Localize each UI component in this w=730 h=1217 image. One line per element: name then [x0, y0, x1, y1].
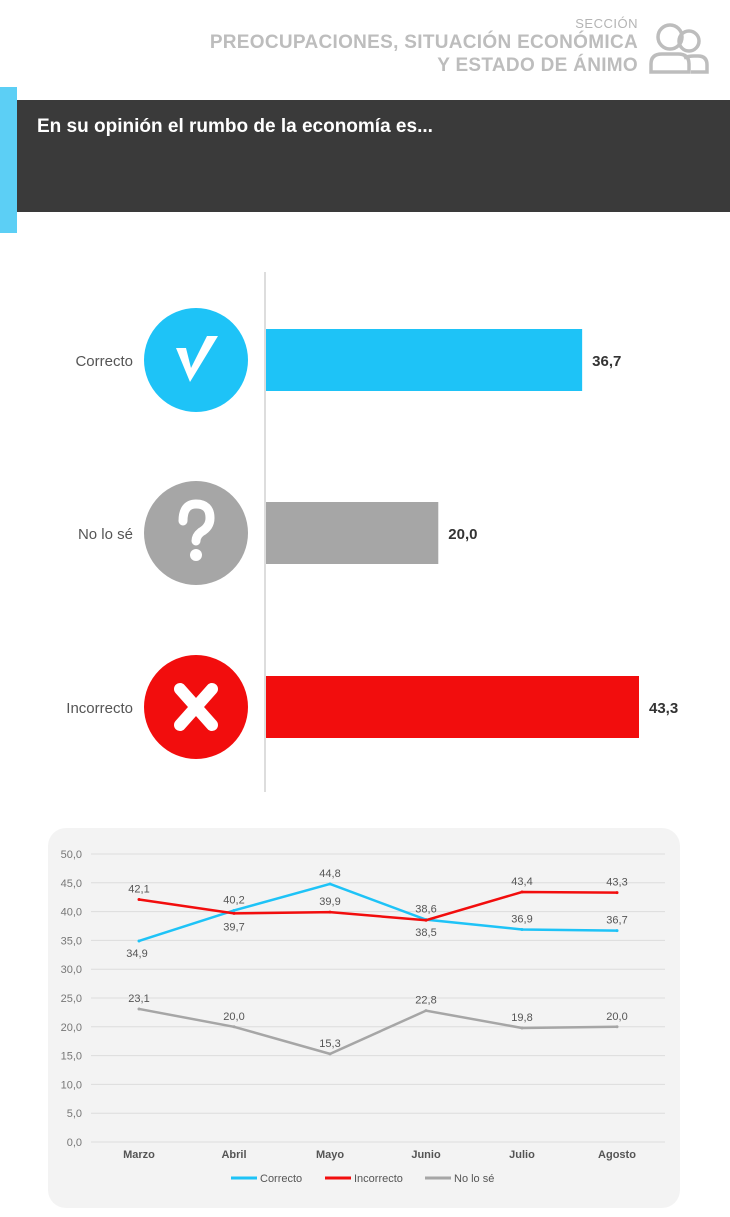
- line-chart: 0,0 5,0 10,0 15,0 20,0 25,0 30,0 35,0 40,0 45,0 50…: [61, 849, 665, 1185]
- question-banner: En su opinión el rumbo de la economía es…: [17, 100, 730, 212]
- data-label: 43,4: [511, 876, 532, 888]
- line-chart-card: 0,0 5,0 10,0 15,0 20,0 25,0 30,0 35,0 40,0 45,0 50…: [48, 828, 680, 1208]
- data-label: 38,5: [415, 927, 436, 939]
- y-tick-label: 0,0: [67, 1137, 82, 1149]
- bar: [266, 329, 583, 391]
- data-point: [520, 1026, 524, 1030]
- bar: [266, 502, 439, 564]
- data-label: 39,7: [223, 921, 244, 933]
- data-point: [424, 918, 428, 922]
- y-tick-label: 40,0: [61, 907, 82, 919]
- x-tick-label: Marzo: [123, 1149, 155, 1161]
- bar: [266, 676, 639, 738]
- data-point: [520, 890, 524, 894]
- section-small-label: SECCIÓN: [575, 16, 638, 31]
- data-label: 39,9: [319, 896, 340, 908]
- section-title-line2: Y ESTADO DE ÁNIMO: [437, 55, 638, 76]
- section-title-line1: PREOCUPACIONES, SITUACIÓN ECONÓMICA: [209, 32, 638, 53]
- y-tick-label: 45,0: [61, 878, 82, 890]
- data-label: 20,0: [606, 1011, 627, 1023]
- bar-value-label: 36,7: [592, 353, 621, 370]
- check-icon: [176, 336, 218, 382]
- y-tick-label: 15,0: [61, 1051, 82, 1063]
- legend-label: Correcto: [260, 1173, 302, 1185]
- data-point: [232, 1025, 236, 1029]
- data-label: 38,6: [415, 904, 436, 916]
- bar-value-label: 20,0: [448, 526, 477, 543]
- data-point: [615, 1025, 619, 1029]
- x-icon: [174, 683, 218, 731]
- data-point: [424, 1009, 428, 1013]
- question-title: En su opinión el rumbo de la economía es…: [37, 116, 433, 137]
- bar-category-label: Correcto: [75, 353, 133, 370]
- data-point: [232, 908, 236, 912]
- data-label: 40,2: [223, 894, 244, 906]
- data-point: [520, 927, 524, 931]
- data-label: 44,8: [319, 868, 340, 880]
- y-tick-label: 30,0: [61, 964, 82, 976]
- y-tick-label: 10,0: [61, 1079, 82, 1091]
- section-label: SECCIÓN PREOCUPACIONES, SITUACIÓN ECONÓM…: [210, 16, 638, 77]
- data-point: [328, 1052, 332, 1056]
- data-label: 20,0: [223, 1011, 244, 1023]
- x-tick-label: Mayo: [316, 1149, 344, 1161]
- data-point: [137, 898, 141, 902]
- data-point: [232, 911, 236, 915]
- legend-label: Incorrecto: [354, 1173, 403, 1185]
- data-label: 19,8: [511, 1012, 532, 1024]
- x-tick-label: Agosto: [598, 1149, 636, 1161]
- data-point: [615, 891, 619, 895]
- data-label: 36,9: [511, 913, 532, 925]
- accent-bar: [0, 87, 17, 233]
- data-point: [328, 910, 332, 914]
- data-point: [137, 939, 141, 943]
- y-tick-label: 50,0: [61, 849, 82, 861]
- y-tick-label: 5,0: [67, 1108, 82, 1120]
- y-tick-label: 35,0: [61, 935, 82, 947]
- bar-category-label: Incorrecto: [66, 700, 133, 717]
- bar-chart: Correcto 36,7 No lo sé 20,0 Incorrecto 43,3: [66, 272, 678, 792]
- bar-value-label: 43,3: [649, 700, 678, 717]
- y-tick-label: 20,0: [61, 1022, 82, 1034]
- data-label: 23,1: [128, 993, 149, 1005]
- data-point: [328, 882, 332, 886]
- data-label: 42,1: [128, 884, 149, 896]
- people-icon: [649, 23, 709, 74]
- data-label: 43,3: [606, 877, 627, 889]
- data-label: 15,3: [319, 1038, 340, 1050]
- x-tick-label: Junio: [411, 1149, 441, 1161]
- data-label: 34,9: [126, 948, 147, 960]
- x-tick-label: Julio: [509, 1149, 535, 1161]
- x-tick-label: Abril: [221, 1149, 246, 1161]
- series-line: [138, 882, 618, 943]
- bar-category-label: No lo sé: [78, 526, 133, 543]
- data-label: 22,8: [415, 995, 436, 1007]
- y-tick-label: 25,0: [61, 993, 82, 1005]
- data-point: [137, 1007, 141, 1011]
- data-point: [615, 929, 619, 933]
- data-label: 36,7: [606, 915, 627, 927]
- series-line: [138, 890, 618, 922]
- series-line: [138, 1007, 618, 1056]
- legend-label: No lo sé: [454, 1173, 494, 1185]
- question-icon: [178, 499, 215, 561]
